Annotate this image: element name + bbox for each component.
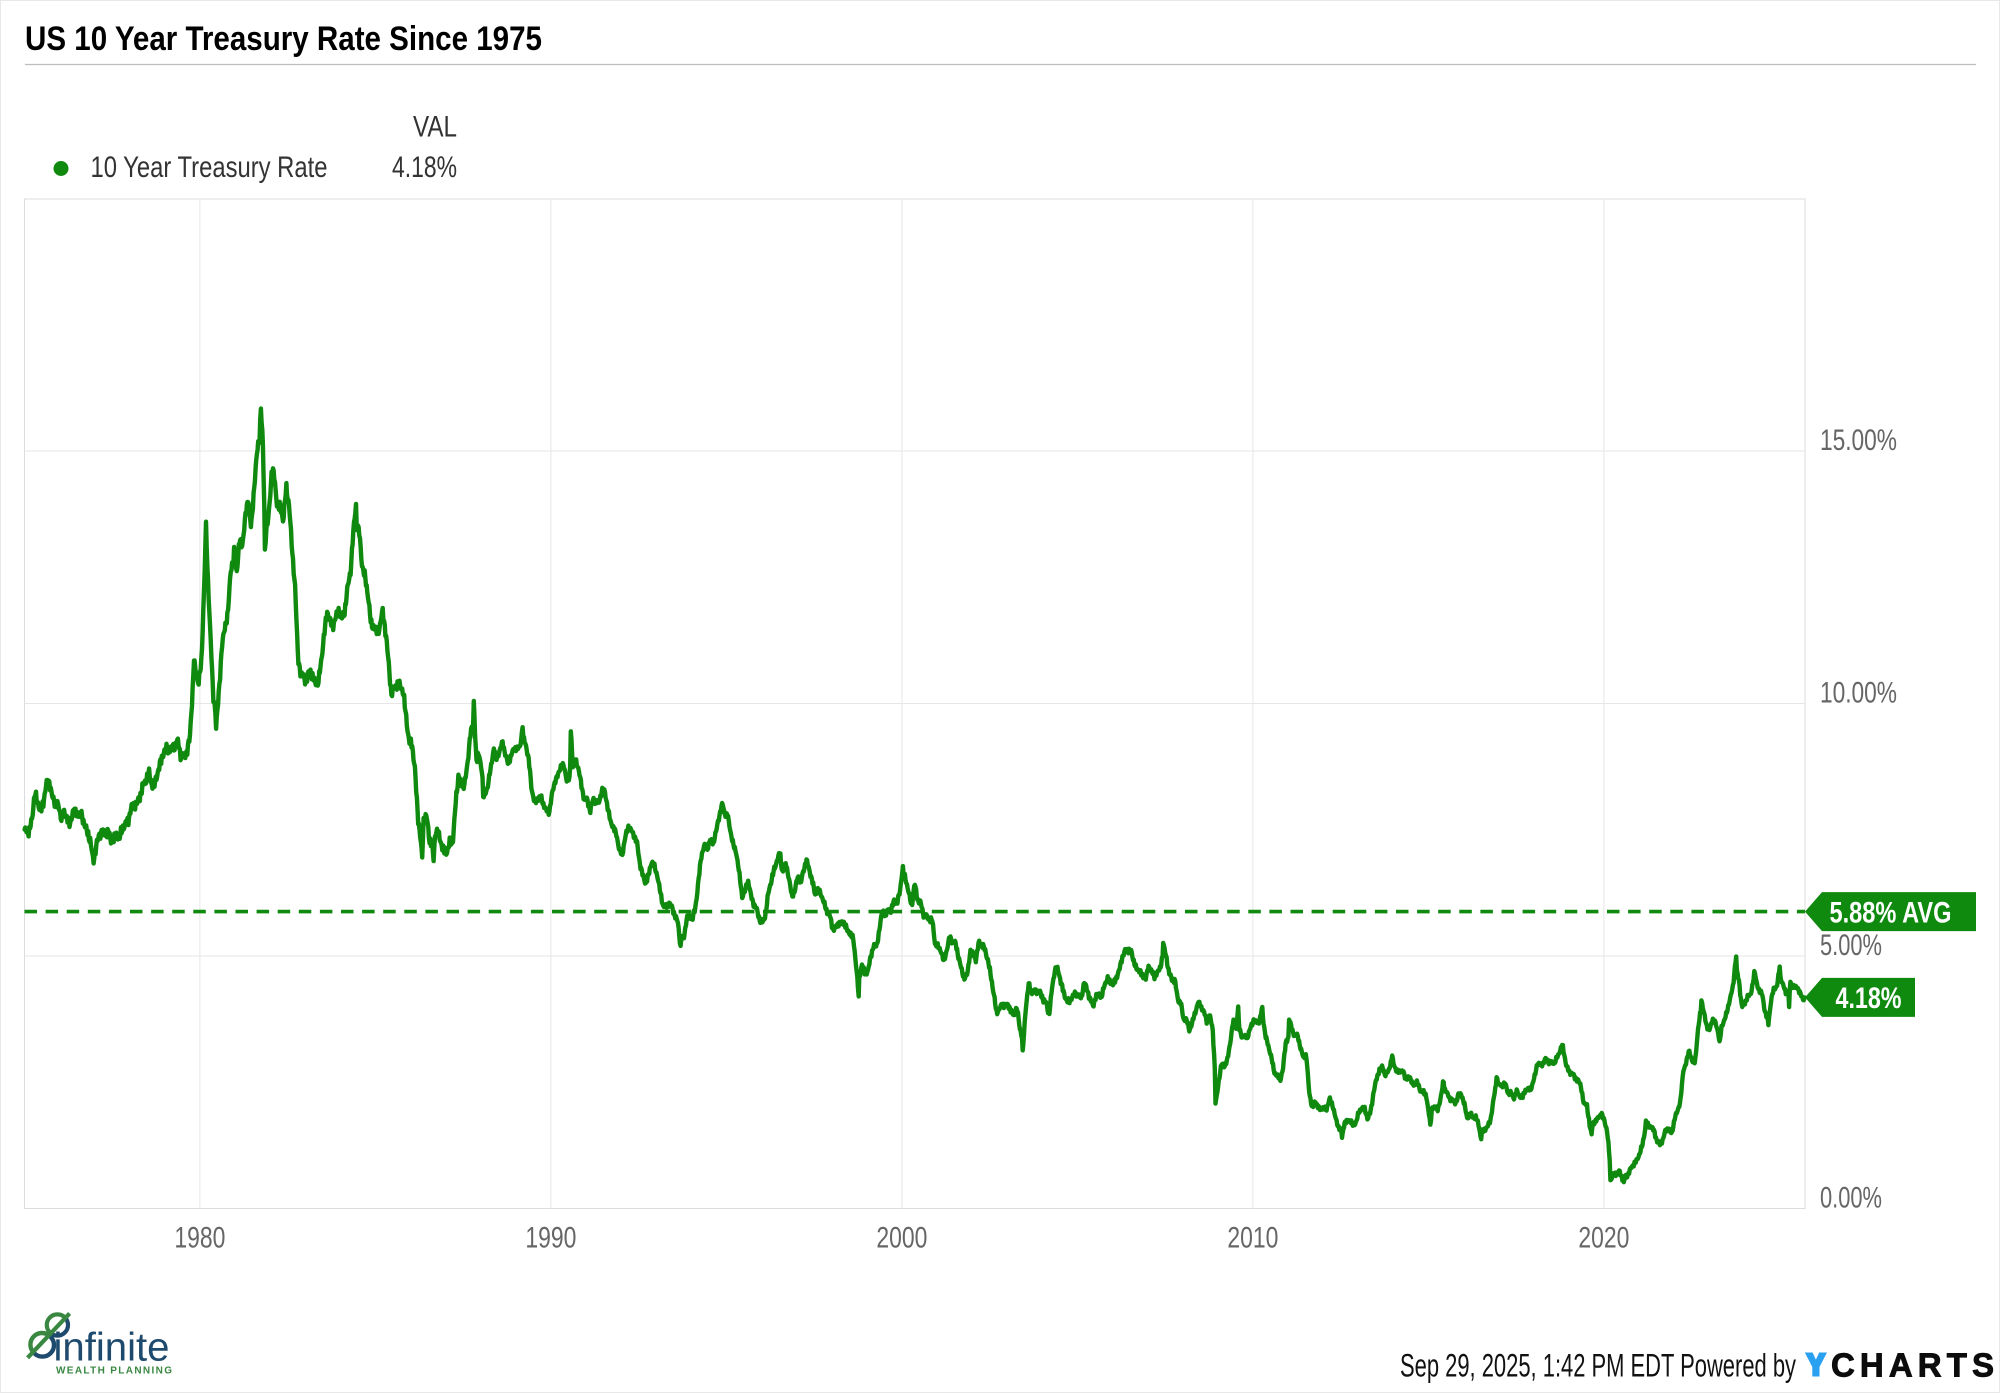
svg-text:2020: 2020 bbox=[1578, 1222, 1629, 1255]
svg-text:0.00%: 0.00% bbox=[1820, 1181, 1882, 1214]
svg-text:4.18%: 4.18% bbox=[1836, 982, 1902, 1015]
svg-text:WEALTH PLANNING: WEALTH PLANNING bbox=[56, 1366, 172, 1377]
svg-text:US 10 Year Treasury Rate Since: US 10 Year Treasury Rate Since 1975 bbox=[25, 20, 542, 58]
svg-text:Sep 29, 2025, 1:42 PM EDT Powe: Sep 29, 2025, 1:42 PM EDT Powered by bbox=[1400, 1348, 1797, 1384]
svg-text:infinite: infinite bbox=[54, 1326, 170, 1370]
svg-text:VAL: VAL bbox=[413, 111, 457, 144]
svg-text:15.00%: 15.00% bbox=[1820, 424, 1897, 457]
svg-text:1980: 1980 bbox=[174, 1222, 225, 1255]
svg-text:5.88% AVG: 5.88% AVG bbox=[1830, 896, 1952, 929]
svg-text:2010: 2010 bbox=[1227, 1222, 1278, 1255]
svg-text:4.18%: 4.18% bbox=[392, 151, 457, 184]
svg-text:10 Year Treasury Rate: 10 Year Treasury Rate bbox=[91, 151, 328, 184]
svg-text:5.00%: 5.00% bbox=[1820, 929, 1882, 962]
svg-text:1990: 1990 bbox=[525, 1222, 576, 1255]
svg-text:10.00%: 10.00% bbox=[1820, 676, 1897, 709]
svg-text:2000: 2000 bbox=[876, 1222, 927, 1255]
